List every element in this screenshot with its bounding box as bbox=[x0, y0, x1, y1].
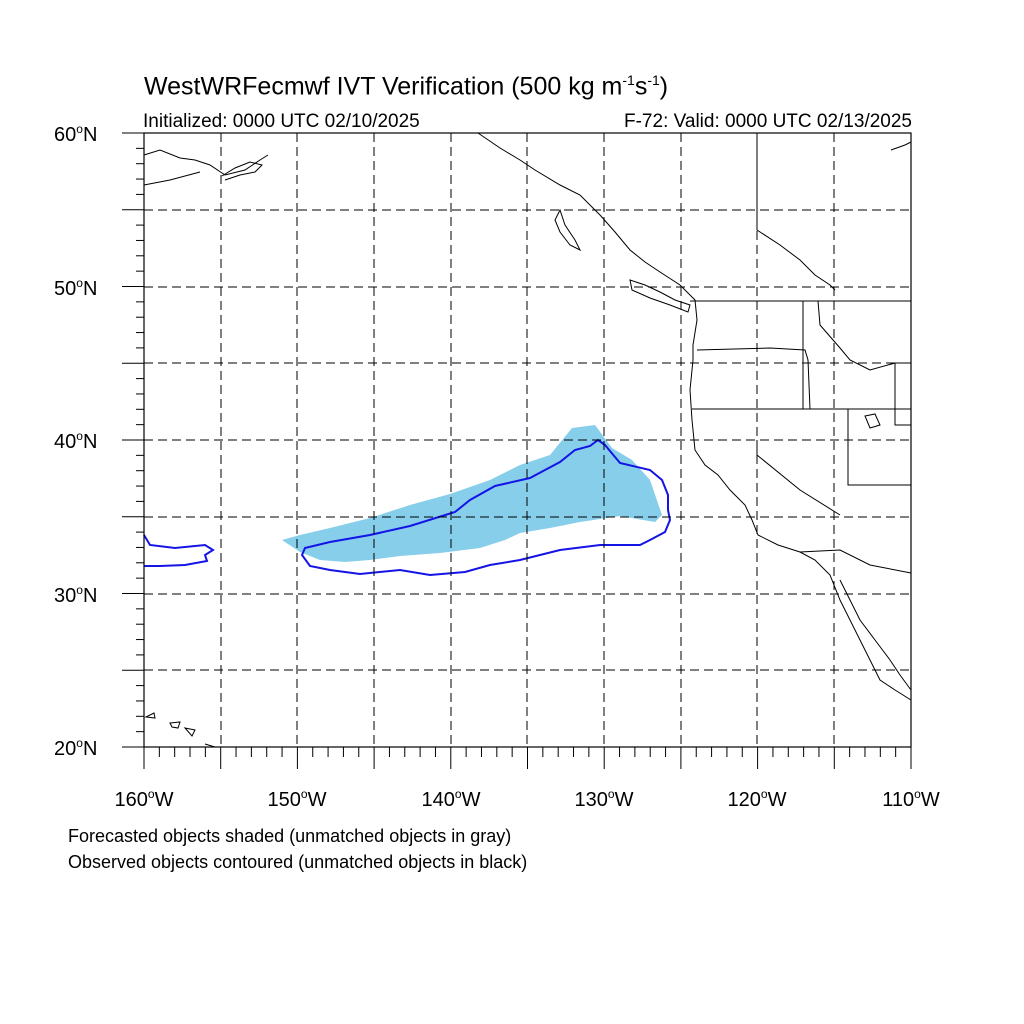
axis-ticks bbox=[122, 132, 912, 769]
lat-label-30: 30oN bbox=[54, 583, 98, 607]
note-observed: Observed objects contoured (unmatched ob… bbox=[68, 852, 528, 872]
borders bbox=[690, 133, 912, 574]
initialized-label: Initialized: 0000 UTC 02/10/2025 bbox=[143, 111, 420, 132]
lat-label-20: 20oN bbox=[54, 736, 98, 760]
lon-label-110: 110oW bbox=[882, 787, 940, 811]
lon-label-130: 130oW bbox=[574, 787, 634, 811]
observed-contour-west bbox=[143, 534, 215, 567]
valid-time-label: F-72: Valid: 0000 UTC 02/13/2025 bbox=[624, 111, 912, 132]
lat-label-50: 50oN bbox=[54, 276, 98, 300]
lat-label-60: 60oN bbox=[54, 122, 98, 146]
lon-label-160: 160oW bbox=[114, 787, 174, 811]
observed-contour bbox=[300, 438, 672, 577]
forecast-object bbox=[282, 425, 662, 562]
lon-label-120: 120oW bbox=[727, 787, 787, 811]
lon-label-140: 140oW bbox=[421, 787, 481, 811]
lat-label-40: 40oN bbox=[54, 429, 98, 453]
chart-title: WestWRFecmwf IVT Verification (500 kg m-… bbox=[144, 72, 669, 101]
coastlines bbox=[143, 132, 912, 748]
gridlines bbox=[144, 133, 911, 747]
note-forecast: Forecasted objects shaded (unmatched obj… bbox=[68, 826, 512, 846]
lon-label-150: 150oW bbox=[267, 787, 327, 811]
